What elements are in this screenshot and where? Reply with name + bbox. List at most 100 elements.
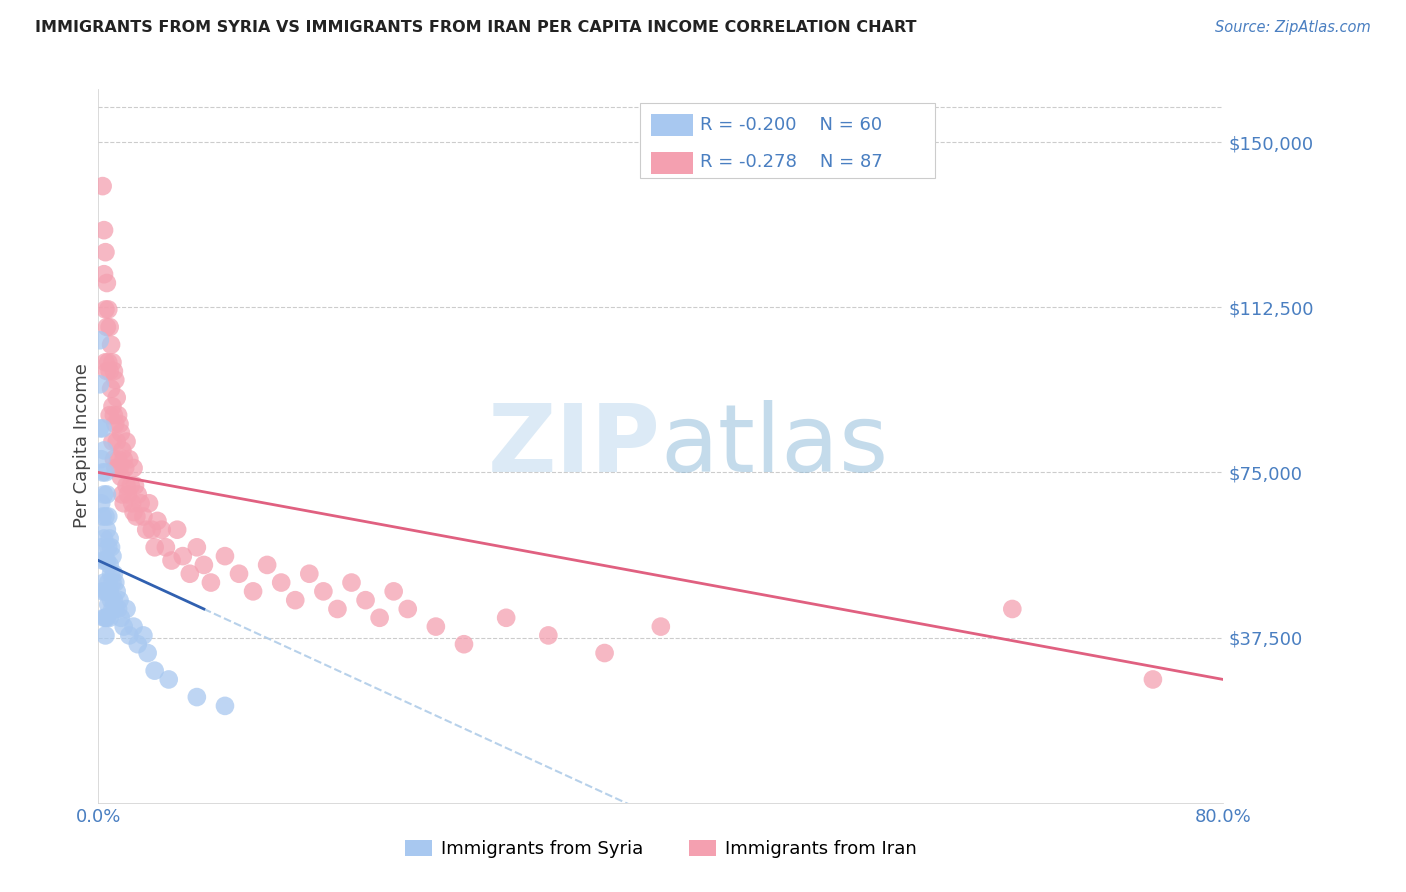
Point (98, 611, 121, 625)
Point (91, 179, 114, 194)
Point (298, 566, 321, 581)
Point (101, 602, 124, 616)
Point (214, 698, 236, 713)
Point (91, 509, 114, 524)
Point (228, 566, 250, 581)
Point (112, 619, 135, 633)
Point (115, 434, 138, 449)
Point (118, 628, 141, 642)
Point (127, 487, 149, 501)
Point (91, 584, 114, 599)
Point (326, 602, 349, 616)
Point (284, 593, 307, 607)
Point (112, 452, 135, 467)
Point (105, 434, 128, 449)
Point (122, 619, 145, 633)
Point (115, 478, 138, 492)
Point (214, 549, 236, 563)
Point (115, 602, 138, 616)
Text: R = -0.200    N = 60: R = -0.200 N = 60 (700, 116, 883, 134)
Point (122, 505, 145, 519)
Point (593, 646, 616, 660)
Point (97, 598, 120, 612)
Point (97, 541, 120, 555)
Point (495, 611, 517, 625)
Point (101, 355, 124, 369)
Point (91, 466, 114, 480)
Point (98, 320, 121, 334)
Point (103, 593, 125, 607)
Point (186, 690, 208, 704)
Point (425, 619, 447, 633)
Point (94, 584, 117, 599)
Point (312, 584, 335, 599)
Point (107, 452, 129, 467)
Point (98, 584, 121, 599)
Point (111, 487, 134, 501)
Point (94, 628, 117, 642)
Point (368, 611, 391, 625)
Point (118, 452, 141, 467)
Point (125, 509, 148, 524)
Point (104, 602, 127, 616)
Point (94, 302, 117, 317)
Point (103, 566, 125, 581)
Point (103, 408, 125, 422)
Point (93, 223, 115, 237)
Point (96, 584, 118, 599)
Point (157, 673, 180, 687)
Point (200, 575, 222, 590)
Point (354, 593, 377, 607)
Point (179, 566, 201, 581)
Point (101, 549, 124, 563)
Point (100, 382, 122, 396)
Point (127, 637, 149, 651)
Point (107, 602, 129, 616)
Point (242, 584, 264, 599)
Point (89, 421, 111, 435)
Point (94, 509, 117, 524)
Point (143, 664, 166, 678)
Point (101, 575, 124, 590)
Point (105, 584, 128, 599)
Point (141, 523, 163, 537)
Point (150, 523, 173, 537)
Point (98, 408, 121, 422)
Point (650, 619, 672, 633)
Point (101, 400, 124, 414)
Point (90, 496, 112, 510)
Point (396, 602, 419, 616)
Point (108, 461, 131, 475)
Point (100, 541, 122, 555)
Point (186, 541, 208, 555)
Point (97, 302, 120, 317)
Point (121, 496, 143, 510)
Point (122, 461, 145, 475)
Point (104, 373, 127, 387)
Point (96, 320, 118, 334)
Point (105, 391, 128, 405)
Point (97, 509, 120, 524)
Point (110, 425, 132, 440)
Text: atlas: atlas (661, 400, 889, 492)
Point (120, 478, 142, 492)
Point (98, 364, 121, 378)
Point (132, 509, 155, 524)
Point (93, 575, 115, 590)
Point (146, 514, 169, 528)
Point (124, 478, 146, 492)
Point (537, 628, 560, 642)
Point (91, 421, 114, 435)
Point (256, 558, 278, 572)
Point (90, 452, 112, 467)
Text: IMMIGRANTS FROM SYRIA VS IMMIGRANTS FROM IRAN PER CAPITA INCOME CORRELATION CHAR: IMMIGRANTS FROM SYRIA VS IMMIGRANTS FROM… (35, 20, 917, 35)
Point (166, 523, 188, 537)
Point (143, 541, 166, 555)
Point (93, 611, 115, 625)
Point (104, 575, 127, 590)
Point (160, 553, 183, 567)
Text: R = -0.278    N = 87: R = -0.278 N = 87 (700, 153, 883, 171)
Point (90, 541, 112, 555)
Point (93, 487, 115, 501)
Point (89, 377, 111, 392)
